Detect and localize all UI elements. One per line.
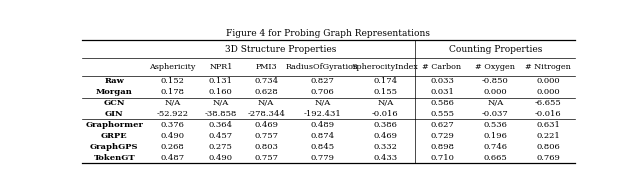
Text: 0.874: 0.874 bbox=[310, 132, 335, 140]
Text: 0.536: 0.536 bbox=[483, 121, 507, 129]
Text: 0.757: 0.757 bbox=[254, 154, 278, 162]
Text: 0.710: 0.710 bbox=[430, 154, 454, 162]
Text: 0.386: 0.386 bbox=[373, 121, 397, 129]
Text: 0.332: 0.332 bbox=[373, 143, 397, 151]
Text: 0.586: 0.586 bbox=[430, 99, 454, 107]
Text: 3D Structure Properties: 3D Structure Properties bbox=[225, 45, 337, 53]
Text: -0.037: -0.037 bbox=[482, 110, 509, 118]
Text: GraphGPS: GraphGPS bbox=[90, 143, 138, 151]
Text: 0.376: 0.376 bbox=[161, 121, 184, 129]
Text: 0.469: 0.469 bbox=[373, 132, 397, 140]
Text: N/A: N/A bbox=[314, 99, 330, 107]
Text: # Nitrogen: # Nitrogen bbox=[525, 63, 572, 71]
Text: 0.827: 0.827 bbox=[310, 77, 334, 85]
Text: PMI3: PMI3 bbox=[255, 63, 277, 71]
Text: 0.131: 0.131 bbox=[209, 77, 233, 85]
Text: 0.031: 0.031 bbox=[430, 88, 454, 96]
Text: 0.779: 0.779 bbox=[310, 154, 334, 162]
Text: 0.757: 0.757 bbox=[254, 132, 278, 140]
Text: N/A: N/A bbox=[487, 99, 504, 107]
Text: -0.016: -0.016 bbox=[372, 110, 399, 118]
Text: GRPE: GRPE bbox=[101, 132, 127, 140]
Text: 0.806: 0.806 bbox=[536, 143, 560, 151]
Text: 0.196: 0.196 bbox=[483, 132, 507, 140]
Text: N/A: N/A bbox=[164, 99, 180, 107]
Text: Counting Properties: Counting Properties bbox=[449, 45, 542, 53]
Text: -52.922: -52.922 bbox=[157, 110, 189, 118]
Text: 0.631: 0.631 bbox=[536, 121, 561, 129]
Text: -0.016: -0.016 bbox=[535, 110, 562, 118]
Text: 0.898: 0.898 bbox=[430, 143, 454, 151]
Text: 0.275: 0.275 bbox=[209, 143, 233, 151]
Text: 0.000: 0.000 bbox=[536, 77, 560, 85]
Text: Graphormer: Graphormer bbox=[85, 121, 143, 129]
Text: # Carbon: # Carbon bbox=[422, 63, 461, 71]
Text: Asphericity: Asphericity bbox=[149, 63, 196, 71]
Text: 0.769: 0.769 bbox=[536, 154, 561, 162]
Text: 0.152: 0.152 bbox=[161, 77, 184, 85]
Text: 0.364: 0.364 bbox=[209, 121, 233, 129]
Text: 0.706: 0.706 bbox=[310, 88, 334, 96]
Text: # Oxygen: # Oxygen bbox=[476, 63, 515, 71]
Text: 0.845: 0.845 bbox=[310, 143, 335, 151]
Text: 0.628: 0.628 bbox=[254, 88, 278, 96]
Text: 0.555: 0.555 bbox=[430, 110, 454, 118]
Text: 0.665: 0.665 bbox=[483, 154, 507, 162]
Text: Morgan: Morgan bbox=[96, 88, 132, 96]
Text: NPR1: NPR1 bbox=[209, 63, 232, 71]
Text: 0.178: 0.178 bbox=[161, 88, 184, 96]
Text: 0.490: 0.490 bbox=[161, 132, 184, 140]
Text: -38.858: -38.858 bbox=[205, 110, 237, 118]
Text: Figure 4 for Probing Graph Representations: Figure 4 for Probing Graph Representatio… bbox=[226, 29, 430, 38]
Text: N/A: N/A bbox=[258, 99, 275, 107]
Text: 0.457: 0.457 bbox=[209, 132, 233, 140]
Text: TokenGT: TokenGT bbox=[93, 154, 135, 162]
Text: 0.746: 0.746 bbox=[483, 143, 508, 151]
Text: 0.033: 0.033 bbox=[430, 77, 454, 85]
Text: -278.344: -278.344 bbox=[247, 110, 285, 118]
Text: -6.655: -6.655 bbox=[535, 99, 562, 107]
Text: 0.729: 0.729 bbox=[430, 132, 454, 140]
Text: GCN: GCN bbox=[104, 99, 125, 107]
Text: 0.487: 0.487 bbox=[161, 154, 184, 162]
Text: 0.000: 0.000 bbox=[483, 88, 507, 96]
Text: 0.469: 0.469 bbox=[254, 121, 278, 129]
Text: 0.160: 0.160 bbox=[209, 88, 233, 96]
Text: 0.155: 0.155 bbox=[373, 88, 397, 96]
Text: 0.433: 0.433 bbox=[373, 154, 397, 162]
Text: 0.174: 0.174 bbox=[373, 77, 397, 85]
Text: SpherocityIndex: SpherocityIndex bbox=[352, 63, 419, 71]
Text: -192.431: -192.431 bbox=[303, 110, 341, 118]
Text: 0.221: 0.221 bbox=[536, 132, 560, 140]
Text: 0.000: 0.000 bbox=[536, 88, 560, 96]
Text: N/A: N/A bbox=[377, 99, 394, 107]
Text: -0.850: -0.850 bbox=[482, 77, 509, 85]
Text: RadiusOfGyration: RadiusOfGyration bbox=[286, 63, 359, 71]
Text: GIN: GIN bbox=[105, 110, 124, 118]
Text: 0.627: 0.627 bbox=[430, 121, 454, 129]
Text: N/A: N/A bbox=[212, 99, 229, 107]
Text: 0.803: 0.803 bbox=[254, 143, 278, 151]
Text: Raw: Raw bbox=[104, 77, 124, 85]
Text: 0.734: 0.734 bbox=[254, 77, 278, 85]
Text: 0.489: 0.489 bbox=[310, 121, 335, 129]
Text: 0.268: 0.268 bbox=[161, 143, 184, 151]
Text: 0.490: 0.490 bbox=[209, 154, 233, 162]
